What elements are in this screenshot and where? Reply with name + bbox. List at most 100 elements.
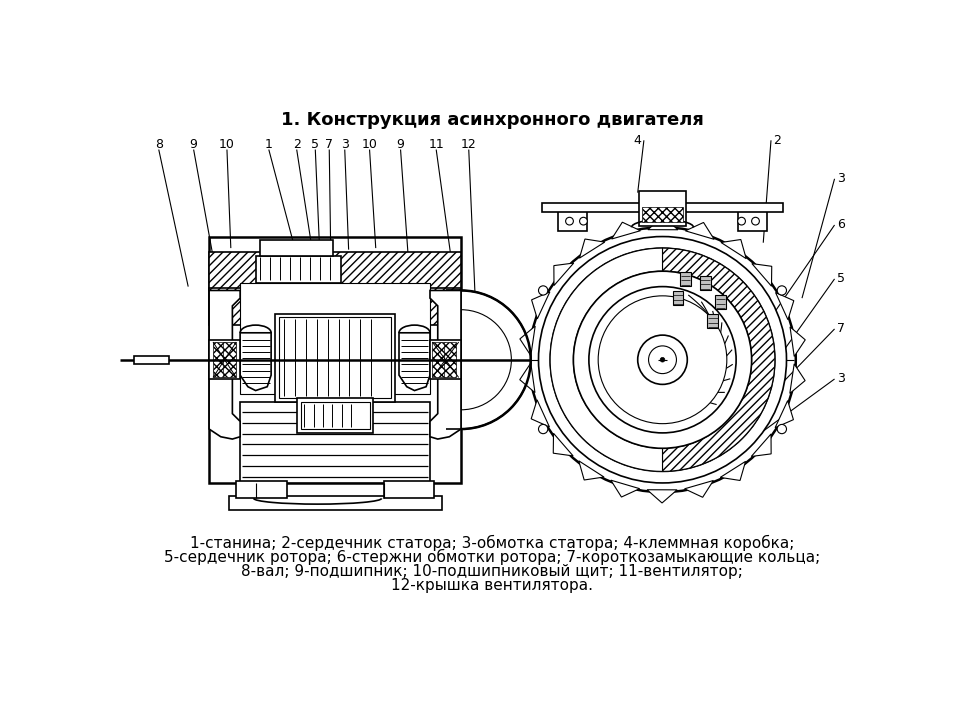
Bar <box>213 342 225 377</box>
Polygon shape <box>648 217 678 230</box>
Text: 2: 2 <box>773 134 781 147</box>
Bar <box>430 341 461 379</box>
Text: 12: 12 <box>461 138 476 150</box>
Polygon shape <box>752 434 771 456</box>
Text: 9: 9 <box>190 138 198 150</box>
Circle shape <box>752 217 759 225</box>
Text: 5: 5 <box>311 138 320 150</box>
Polygon shape <box>579 461 604 480</box>
Polygon shape <box>399 333 430 390</box>
Circle shape <box>565 217 573 225</box>
Polygon shape <box>550 248 662 472</box>
Bar <box>240 283 430 395</box>
Polygon shape <box>790 327 805 356</box>
Text: 3: 3 <box>341 138 348 150</box>
Text: 1: 1 <box>265 138 273 150</box>
Text: 1-станина; 2-сердечник статора; 3-обмотка статора; 4-клеммная коробка;: 1-станина; 2-сердечник статора; 3-обмотк… <box>190 534 794 551</box>
Bar <box>259 240 333 256</box>
Polygon shape <box>662 248 775 472</box>
Polygon shape <box>685 222 714 239</box>
Text: 7: 7 <box>325 138 333 150</box>
Bar <box>275 313 396 402</box>
Bar <box>300 402 370 429</box>
Circle shape <box>637 335 687 384</box>
Polygon shape <box>554 263 574 286</box>
Polygon shape <box>519 363 535 392</box>
Circle shape <box>598 296 727 423</box>
Bar <box>700 276 710 289</box>
Polygon shape <box>790 364 805 393</box>
Bar <box>542 202 782 212</box>
Text: 8: 8 <box>155 138 163 150</box>
Text: 5: 5 <box>837 272 845 285</box>
Text: 2: 2 <box>293 138 300 150</box>
Bar <box>444 342 456 377</box>
Bar <box>209 288 461 325</box>
Text: 4: 4 <box>634 134 641 147</box>
Circle shape <box>588 287 736 433</box>
Polygon shape <box>520 326 535 356</box>
Polygon shape <box>580 239 605 258</box>
Circle shape <box>660 357 665 362</box>
Bar <box>383 482 434 498</box>
Polygon shape <box>776 292 794 320</box>
Bar <box>715 295 726 309</box>
Circle shape <box>778 424 786 433</box>
Bar <box>223 342 236 377</box>
Bar <box>278 318 392 398</box>
Text: 7: 7 <box>837 323 845 336</box>
Bar <box>681 272 691 286</box>
Polygon shape <box>721 240 746 258</box>
Bar <box>209 237 461 483</box>
Bar <box>209 341 240 379</box>
Circle shape <box>573 271 752 449</box>
Bar <box>255 256 341 283</box>
Bar <box>673 291 684 305</box>
Polygon shape <box>240 333 271 390</box>
Bar <box>639 191 685 226</box>
Bar <box>134 356 169 364</box>
Text: 3: 3 <box>837 372 845 385</box>
Polygon shape <box>461 290 531 429</box>
Text: 1. Конструкция асинхронного двигателя: 1. Конструкция асинхронного двигателя <box>280 111 704 129</box>
Polygon shape <box>647 490 677 503</box>
Text: 5-сердечник ротора; 6-стержни обмотки ротора; 7-короткозамыкающие кольца;: 5-сердечник ротора; 6-стержни обмотки ро… <box>164 549 820 565</box>
Bar <box>297 398 373 433</box>
Bar <box>641 207 684 222</box>
Text: 6: 6 <box>837 218 845 232</box>
Polygon shape <box>532 292 550 319</box>
Bar <box>558 210 588 231</box>
Polygon shape <box>720 462 746 480</box>
Polygon shape <box>775 400 793 428</box>
Polygon shape <box>430 290 461 439</box>
Bar <box>228 496 442 510</box>
Polygon shape <box>611 480 639 497</box>
Text: 9: 9 <box>396 138 404 150</box>
Circle shape <box>737 217 745 225</box>
Circle shape <box>778 286 786 295</box>
Circle shape <box>580 217 588 225</box>
Polygon shape <box>553 433 573 456</box>
Bar <box>240 402 430 483</box>
Bar <box>708 315 718 328</box>
Circle shape <box>539 286 548 295</box>
Circle shape <box>649 346 677 374</box>
Circle shape <box>539 237 786 483</box>
Text: 11: 11 <box>428 138 444 150</box>
Circle shape <box>529 228 796 492</box>
Text: 3: 3 <box>837 172 845 185</box>
Polygon shape <box>531 400 549 427</box>
Polygon shape <box>209 290 240 439</box>
Text: 10: 10 <box>362 138 377 150</box>
Circle shape <box>539 424 548 433</box>
Polygon shape <box>612 222 640 239</box>
Bar <box>209 252 461 290</box>
Polygon shape <box>752 264 772 287</box>
Bar <box>737 210 767 231</box>
Polygon shape <box>684 480 713 498</box>
Text: 10: 10 <box>219 138 235 150</box>
Text: 8-вал; 9-подшипник; 10-подшипниковый щит; 11-вентилятор;: 8-вал; 9-подшипник; 10-подшипниковый щит… <box>241 564 743 579</box>
Circle shape <box>550 248 775 472</box>
Bar <box>432 342 444 377</box>
Text: 12-крышка вентилятора.: 12-крышка вентилятора. <box>391 578 593 593</box>
